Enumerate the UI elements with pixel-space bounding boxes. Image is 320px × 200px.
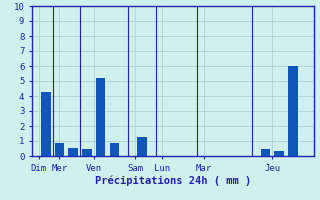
Bar (275, 151, 284, 156)
Bar (41, 92, 51, 156)
Bar (96, 78, 106, 156)
Bar (55, 143, 64, 156)
Bar (288, 66, 298, 156)
Bar (261, 149, 270, 156)
Bar (68, 148, 78, 156)
Bar (110, 142, 119, 156)
X-axis label: Précipitations 24h ( mm ): Précipitations 24h ( mm ) (95, 175, 251, 186)
Bar (137, 137, 147, 156)
Bar (82, 148, 92, 156)
